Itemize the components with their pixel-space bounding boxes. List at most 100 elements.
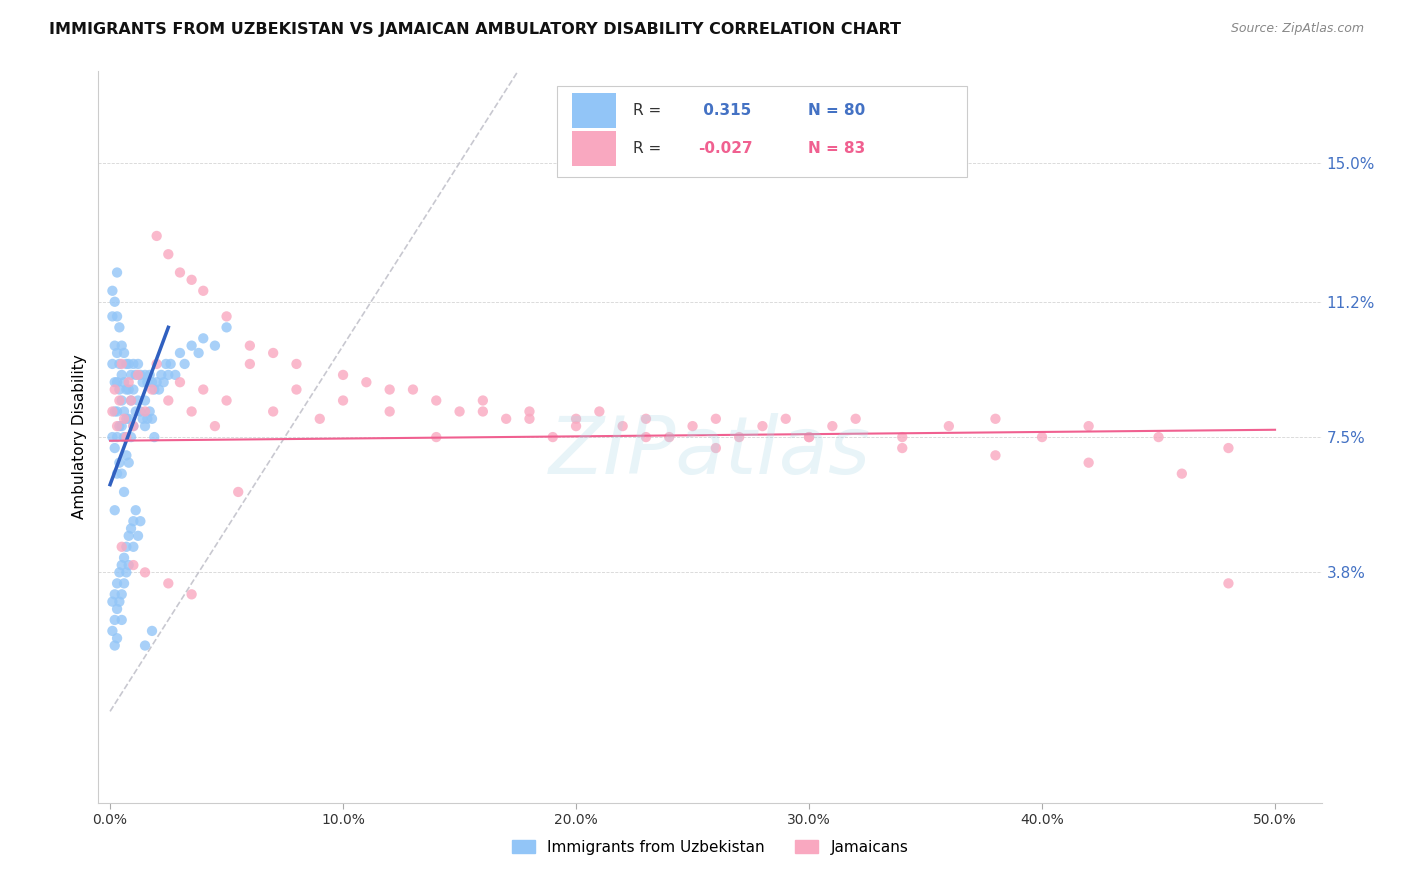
Point — [169, 266, 191, 280]
Point — [891, 441, 914, 455]
Point — [112, 430, 135, 444]
Point — [118, 383, 141, 397]
Point — [122, 558, 145, 573]
Point — [187, 346, 209, 360]
Point — [122, 383, 145, 397]
Point — [797, 430, 820, 444]
Point — [332, 393, 354, 408]
Point — [159, 357, 181, 371]
Point — [108, 419, 131, 434]
Point — [105, 346, 128, 360]
Point — [308, 412, 330, 426]
Point — [1077, 419, 1099, 434]
Point — [425, 393, 447, 408]
Point — [104, 441, 127, 455]
Point — [136, 412, 159, 426]
Point — [104, 503, 127, 517]
Point — [105, 404, 128, 418]
Point — [112, 576, 135, 591]
Point — [120, 393, 142, 408]
FancyBboxPatch shape — [572, 131, 616, 167]
Point — [104, 294, 127, 309]
Point — [129, 514, 152, 528]
Point — [180, 338, 202, 352]
Point — [136, 375, 159, 389]
Point — [101, 594, 124, 608]
Point — [821, 419, 844, 434]
Point — [112, 346, 135, 360]
Point — [634, 430, 657, 444]
Text: R =: R = — [633, 103, 666, 119]
Point — [115, 448, 138, 462]
Point — [122, 357, 145, 371]
Point — [612, 419, 634, 434]
Point — [134, 404, 156, 418]
Point — [118, 357, 141, 371]
Point — [1031, 430, 1053, 444]
Point — [105, 310, 128, 324]
Point — [704, 441, 727, 455]
Point — [101, 357, 124, 371]
Point — [105, 266, 128, 280]
Point — [122, 514, 145, 528]
Point — [122, 419, 145, 434]
Point — [984, 412, 1007, 426]
Point — [262, 404, 284, 418]
Point — [134, 566, 156, 580]
Point — [127, 357, 149, 371]
Point — [111, 613, 134, 627]
Point — [129, 368, 152, 382]
Point — [111, 357, 134, 371]
Point — [101, 284, 124, 298]
Point — [134, 393, 156, 408]
Point — [226, 485, 249, 500]
Point — [101, 310, 124, 324]
Point — [108, 456, 131, 470]
Point — [565, 412, 588, 426]
Point — [938, 419, 960, 434]
FancyBboxPatch shape — [557, 86, 967, 178]
Point — [131, 375, 153, 389]
Point — [145, 357, 167, 371]
Point — [112, 550, 135, 565]
Point — [120, 368, 142, 382]
Point — [155, 357, 177, 371]
Point — [104, 639, 127, 653]
Point — [157, 393, 180, 408]
Point — [108, 393, 131, 408]
Point — [1171, 467, 1194, 481]
Point — [111, 393, 134, 408]
Point — [215, 393, 238, 408]
Point — [541, 430, 564, 444]
Point — [145, 375, 167, 389]
Point — [104, 338, 127, 352]
Point — [193, 383, 215, 397]
Point — [129, 404, 152, 418]
Point — [108, 594, 131, 608]
Point — [104, 587, 127, 601]
Point — [239, 338, 262, 352]
Y-axis label: Ambulatory Disability: Ambulatory Disability — [72, 355, 87, 519]
Point — [193, 331, 215, 345]
Point — [471, 404, 494, 418]
Point — [105, 467, 128, 481]
Text: R =: R = — [633, 142, 666, 156]
Point — [285, 383, 308, 397]
Point — [101, 624, 124, 638]
Point — [449, 404, 471, 418]
Point — [115, 566, 138, 580]
Point — [145, 228, 167, 243]
Point — [775, 412, 797, 426]
Point — [1218, 576, 1240, 591]
Point — [101, 404, 124, 418]
Point — [519, 404, 541, 418]
Point — [122, 540, 145, 554]
Point — [180, 273, 202, 287]
Point — [120, 521, 142, 535]
Point — [356, 375, 378, 389]
Point — [134, 368, 156, 382]
Point — [143, 383, 166, 397]
Point — [152, 375, 174, 389]
Point — [1218, 441, 1240, 455]
Text: -0.027: -0.027 — [697, 142, 752, 156]
